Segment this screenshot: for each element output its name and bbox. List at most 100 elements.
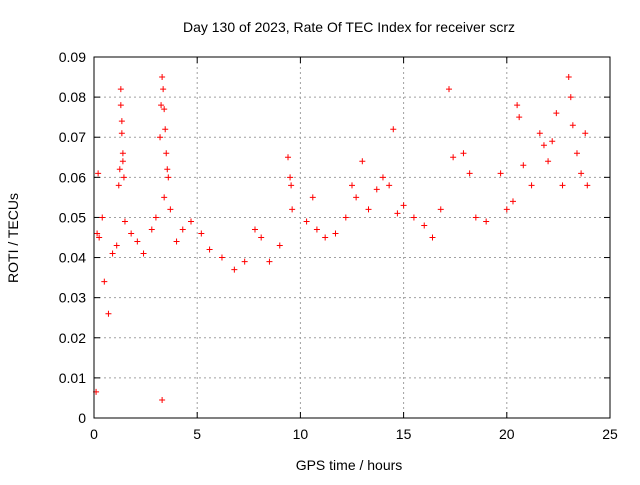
- data-point: [241, 258, 248, 265]
- data-point: [359, 158, 366, 165]
- data-point: [582, 130, 589, 137]
- data-point: [118, 118, 125, 125]
- data-point: [386, 182, 393, 189]
- data-point: [536, 130, 543, 137]
- data-point: [157, 134, 164, 141]
- data-point: [121, 218, 128, 225]
- data-point: [349, 182, 355, 189]
- data-point: [503, 206, 510, 213]
- data-point: [373, 186, 380, 193]
- data-point: [545, 158, 552, 165]
- data-point: [160, 86, 167, 93]
- x-axis-label: GPS time / hours: [296, 457, 403, 473]
- data-point: [115, 182, 122, 189]
- data-point: [578, 170, 585, 177]
- data-point: [332, 230, 339, 237]
- data-point: [119, 158, 126, 165]
- y-tick-label: 0.02: [59, 330, 86, 346]
- data-point: [251, 226, 258, 233]
- data-point: [549, 138, 556, 145]
- data-point: [148, 226, 155, 233]
- x-tick-label: 20: [499, 426, 515, 442]
- chart-title: Day 130 of 2023, Rate Of TEC Index for r…: [183, 19, 515, 35]
- axis-ticks: 0 0.01 0.02 0.03 0.04 0.05 0.06 0.07 0.08 0.09 0 5 1…: [59, 49, 618, 442]
- data-point: [569, 122, 576, 129]
- data-point: [167, 206, 174, 213]
- data-points: [93, 74, 591, 403]
- data-point: [540, 142, 547, 149]
- x-tick-label: 5: [193, 426, 201, 442]
- x-tick-label: 25: [602, 426, 618, 442]
- data-point: [134, 238, 141, 245]
- data-point: [96, 234, 103, 241]
- data-point: [158, 102, 165, 109]
- data-point: [514, 102, 521, 109]
- data-point: [289, 206, 296, 213]
- data-point: [559, 182, 566, 189]
- data-point: [161, 106, 168, 113]
- data-point: [198, 230, 205, 237]
- y-tick-label: 0.04: [59, 250, 86, 266]
- data-point: [460, 150, 467, 157]
- data-point: [101, 278, 108, 285]
- data-point: [285, 154, 292, 161]
- data-point: [567, 94, 574, 101]
- y-tick-label: 0.01: [59, 370, 86, 386]
- data-point: [95, 170, 102, 177]
- data-point: [165, 174, 172, 181]
- plot-frame: [93, 56, 611, 419]
- data-point: [313, 226, 320, 233]
- data-point: [509, 198, 516, 205]
- data-point: [421, 222, 428, 229]
- data-point: [258, 234, 265, 241]
- y-tick-label: 0.05: [59, 209, 86, 225]
- y-axis-label: ROTI / TECUs: [5, 193, 21, 283]
- data-point: [173, 238, 180, 245]
- data-point: [188, 218, 195, 225]
- data-point: [483, 218, 490, 225]
- data-point: [94, 230, 101, 237]
- data-point: [179, 226, 186, 233]
- data-point: [119, 150, 126, 157]
- data-point: [410, 214, 417, 221]
- data-point: [164, 166, 171, 173]
- data-point: [553, 110, 560, 117]
- data-point: [342, 214, 349, 221]
- data-point: [152, 214, 159, 221]
- data-point: [450, 154, 457, 161]
- data-point: [472, 214, 479, 221]
- data-point: [322, 234, 329, 241]
- y-tick-label: 0: [78, 410, 86, 426]
- data-point: [117, 86, 124, 93]
- data-point: [400, 202, 407, 209]
- data-point: [516, 114, 523, 121]
- y-tick-label: 0.06: [59, 169, 86, 185]
- data-point: [116, 166, 123, 173]
- data-point: [120, 174, 127, 181]
- data-point: [303, 218, 310, 225]
- data-point: [231, 266, 238, 273]
- y-tick-label: 0.03: [59, 290, 86, 306]
- data-point: [161, 194, 168, 201]
- data-point: [288, 182, 295, 189]
- data-point: [118, 130, 125, 137]
- gridlines: [94, 57, 610, 418]
- y-tick-label: 0.09: [59, 49, 86, 65]
- data-point: [163, 150, 170, 157]
- data-point: [466, 170, 473, 177]
- x-tick-label: 15: [396, 426, 412, 442]
- data-point: [365, 206, 372, 213]
- data-point: [309, 194, 316, 201]
- data-point: [128, 230, 135, 237]
- data-point: [353, 194, 360, 201]
- data-point: [206, 246, 213, 253]
- data-point: [394, 210, 401, 217]
- data-point: [437, 206, 444, 213]
- data-point: [573, 150, 580, 157]
- data-point: [159, 74, 166, 81]
- data-point: [218, 254, 225, 261]
- data-point: [109, 250, 116, 257]
- data-point: [113, 242, 120, 249]
